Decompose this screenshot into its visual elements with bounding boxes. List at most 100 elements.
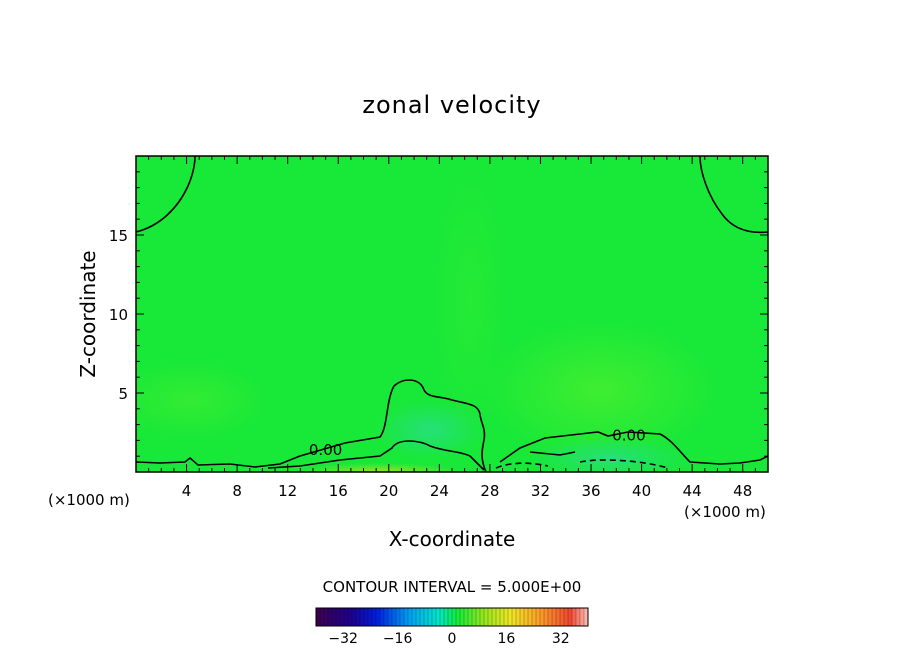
- colorbar-cell: [572, 608, 577, 626]
- contour-top-left: [136, 156, 196, 233]
- colorbar-cell: [476, 608, 481, 626]
- colorbar-cell: [456, 608, 461, 626]
- x-tick-label: 20: [379, 482, 398, 500]
- colorbar-cell: [444, 608, 449, 626]
- colorbar-cell: [368, 608, 373, 626]
- colorbar-cell: [436, 608, 441, 626]
- colorbar-cell: [576, 608, 581, 626]
- colorbar-cell: [512, 608, 517, 626]
- contour-label: 0.00: [612, 427, 645, 445]
- colorbar-cell: [392, 608, 397, 626]
- colorbar-cell: [388, 608, 393, 626]
- y-tick-label: 10: [109, 306, 128, 324]
- contour-zero-right: [499, 431, 768, 465]
- colorbar-cell: [416, 608, 421, 626]
- colorbar-cell: [524, 608, 529, 626]
- colorbar-cell: [372, 608, 377, 626]
- field-blob-positive: [480, 320, 720, 460]
- colorbar-cell: [376, 608, 381, 626]
- x-tick-label: 36: [581, 482, 600, 500]
- x-tick-label: 8: [232, 482, 242, 500]
- field-blob-left: [136, 360, 270, 440]
- colorbar-cell: [540, 608, 545, 626]
- contour-label-layer: 0.00 0.00: [309, 427, 646, 459]
- colorbar-cell: [340, 608, 345, 626]
- colorbar-cell: [508, 608, 513, 626]
- colorbar-cell: [520, 608, 525, 626]
- colorbar: −32 −16 0 16 32: [315, 607, 589, 647]
- z-units-label: (×1000 m): [48, 491, 130, 509]
- colorbar-frame: [315, 607, 589, 627]
- colorbar-cell: [568, 608, 573, 626]
- colorbar-cell: [384, 608, 389, 626]
- colorbar-cell: [348, 608, 353, 626]
- colorbar-cell: [464, 608, 469, 626]
- colorbar-cell: [584, 608, 589, 626]
- x-tick-label: 40: [632, 482, 651, 500]
- y-axis-label: Z-coordinate: [76, 250, 100, 377]
- contour-interval-text: CONTOUR INTERVAL = 5.000E+00: [323, 578, 582, 596]
- x-tick-label: 24: [430, 482, 449, 500]
- colorbar-cell: [404, 608, 409, 626]
- contour-label: 0.00: [309, 441, 342, 459]
- colorbar-cell: [564, 608, 569, 626]
- heatmap-field: [136, 156, 768, 472]
- colorbar-cell: [448, 608, 453, 626]
- colorbar-cell: [316, 608, 321, 626]
- x-units-label: (×1000 m): [684, 503, 766, 521]
- chart-title: zonal velocity: [362, 91, 541, 119]
- colorbar-cell: [472, 608, 477, 626]
- colorbar-cell: [552, 608, 557, 626]
- x-tick-label: 16: [329, 482, 348, 500]
- x-tick-label: 28: [480, 482, 499, 500]
- colorbar-cell: [420, 608, 425, 626]
- x-tick-label: 12: [278, 482, 297, 500]
- x-tick-label: 32: [531, 482, 550, 500]
- x-tick-label: 4: [182, 482, 192, 500]
- colorbar-cell: [380, 608, 385, 626]
- colorbar-cell: [488, 608, 493, 626]
- field-blob-surface: [300, 463, 460, 472]
- colorbar-cell: [324, 608, 329, 626]
- colorbar-cell: [344, 608, 349, 626]
- colorbar-tick-label: −16: [383, 631, 413, 647]
- colorbar-cell: [328, 608, 333, 626]
- colorbar-cell: [356, 608, 361, 626]
- colorbar-cell: [528, 608, 533, 626]
- colorbar-cell: [336, 608, 341, 626]
- contour-inner-left: [267, 440, 485, 471]
- colorbar-cell: [460, 608, 465, 626]
- colorbar-cell: [360, 608, 365, 626]
- field-blob-negative-1: [375, 400, 485, 460]
- colorbar-tick-label: 16: [497, 631, 515, 647]
- colorbar-cell: [496, 608, 501, 626]
- colorbar-cell: [544, 608, 549, 626]
- colorbar-cell: [408, 608, 413, 626]
- colorbar-cell: [560, 608, 565, 626]
- colorbar-cell: [548, 608, 553, 626]
- colorbar-cell: [396, 608, 401, 626]
- colorbar-cell: [364, 608, 369, 626]
- field-blob-column: [430, 160, 510, 440]
- colorbar-cell: [452, 608, 457, 626]
- colorbar-cell: [516, 608, 521, 626]
- colorbar-cell: [480, 608, 485, 626]
- contour-dip-right: [529, 451, 576, 456]
- x-tick-label: 48: [733, 482, 752, 500]
- colorbar-cell: [320, 608, 325, 626]
- contour-dashed-negative: [495, 459, 669, 469]
- x-axis-label: X-coordinate: [389, 527, 516, 551]
- colorbar-cell: [428, 608, 433, 626]
- colorbar-cell: [352, 608, 357, 626]
- x-tick-label: 44: [683, 482, 702, 500]
- contour-zero-left: [136, 379, 487, 472]
- colorbar-cell: [500, 608, 505, 626]
- colorbar-cell: [556, 608, 561, 626]
- contour-top-right: [699, 156, 768, 234]
- colorbar-cell: [504, 608, 509, 626]
- y-tick-label: 5: [118, 385, 128, 403]
- colorbar-cell: [424, 608, 429, 626]
- colorbar-cell: [468, 608, 473, 626]
